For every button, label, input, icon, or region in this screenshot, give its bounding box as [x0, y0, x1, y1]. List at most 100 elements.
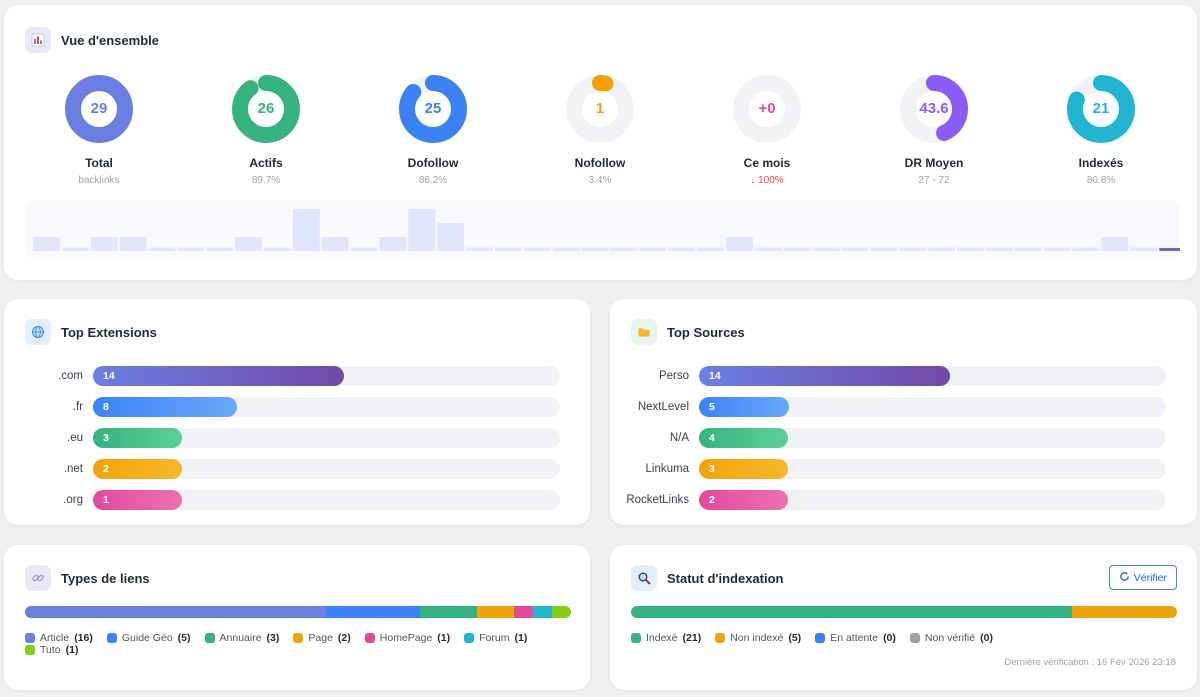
- indexation-stacked-bar: [631, 606, 1177, 618]
- legend-swatch: [293, 633, 304, 643]
- link-types-stacked-bar: [25, 606, 571, 618]
- bar-label: Perso: [658, 369, 689, 382]
- bar-row: .fr 8: [5, 391, 560, 422]
- stat-value: 25: [424, 100, 442, 117]
- bar-fill: 14: [93, 365, 345, 386]
- legend-item: Indexé (21): [631, 632, 701, 644]
- legend-count: (5): [177, 632, 191, 644]
- stack-segment: [552, 606, 571, 618]
- spark-bar: [899, 247, 927, 251]
- spark-bar: [321, 237, 349, 251]
- stat-2: 26 Actifs 89.7%: [201, 74, 331, 186]
- spark-bar: [870, 247, 898, 251]
- legend-count: (1): [437, 632, 451, 644]
- legend-count: (5): [788, 632, 802, 644]
- legend-swatch: [106, 633, 117, 643]
- stat-label: Nofollow: [574, 156, 626, 170]
- bar-row: N/A 4: [611, 422, 1166, 453]
- bar-row: .net 2: [5, 453, 560, 484]
- bar-row: Perso 14: [611, 360, 1166, 391]
- bar-row: .org 1: [5, 484, 560, 515]
- spark-bar: [639, 247, 667, 251]
- bar-row: RocketLinks 2: [611, 484, 1166, 515]
- spark-bar: [408, 209, 436, 251]
- verify-button[interactable]: Vérifier: [1108, 565, 1177, 590]
- bar-row: .com 14: [5, 360, 560, 391]
- stack-segment: [420, 606, 477, 618]
- legend-item: Non vérifié (0): [909, 632, 993, 644]
- legend-swatch: [25, 633, 35, 643]
- stat-ring: 26: [231, 74, 301, 144]
- bar-fill: 4: [699, 427, 788, 448]
- spark-bar: [726, 237, 753, 251]
- bar-value: 8: [103, 400, 109, 413]
- stat-label: Total: [85, 156, 113, 170]
- bar-value: 1: [103, 493, 109, 506]
- ring-progress: [900, 75, 968, 143]
- bar-fill: 1: [93, 489, 182, 510]
- stat-value: +0: [758, 100, 776, 117]
- stack-segment: [476, 606, 515, 618]
- spark-bar: [1101, 237, 1129, 251]
- legend-label: Non vérifié: [924, 632, 976, 644]
- spark-bar: [812, 247, 840, 251]
- link-types-legend: Article (16) Guide Géo (5) Annuaire (3) Page (2…: [25, 632, 590, 656]
- legend-item: Page (2): [293, 632, 351, 644]
- legend-item: Forum (1): [464, 632, 527, 644]
- stat-sub: ↓ 100%: [750, 175, 784, 186]
- spark-bar: [1043, 247, 1071, 251]
- refresh-icon: [1119, 571, 1130, 585]
- stat-ring: +0: [732, 74, 802, 144]
- legend-label: Forum: [479, 632, 510, 644]
- legend-item: Guide Géo (5): [106, 632, 191, 644]
- bar-track: 4: [699, 427, 1166, 448]
- legend-count: (21): [682, 632, 702, 644]
- top-extensions-title: Top Extensions: [61, 324, 157, 340]
- bar-track: 14: [699, 365, 1166, 386]
- legend-label: En attente: [830, 632, 879, 644]
- bar-value: 3: [709, 462, 715, 475]
- verify-button-label: Vérifier: [1133, 571, 1167, 584]
- bar-value: 3: [103, 431, 109, 444]
- bar-value: 14: [709, 369, 721, 382]
- stat-sub: 27 - 72: [918, 175, 950, 186]
- spark-bar: [985, 247, 1013, 251]
- legend-label: Indexé: [646, 632, 678, 644]
- last-check-text: Dernière vérification : 16 Fév 2026 23:1…: [1004, 657, 1176, 668]
- spark-bar: [581, 247, 609, 251]
- stack-segment: [326, 606, 421, 618]
- bar-track: 8: [93, 396, 560, 417]
- stack-segment: [631, 606, 1072, 618]
- top-sources-title: Top Sources: [667, 324, 745, 340]
- spark-bar: [495, 247, 522, 251]
- bar-label: .net: [63, 462, 83, 475]
- stat-3: 25 Dofollow 86.2%: [368, 74, 498, 186]
- legend-count: (0): [883, 632, 896, 644]
- bar-fill: 14: [699, 365, 951, 386]
- bar-track: 1: [93, 489, 560, 510]
- legend-swatch: [909, 633, 920, 643]
- legend-label: Article: [40, 632, 70, 644]
- bar-label: NextLevel: [637, 400, 689, 413]
- legend-item: Non indexé (5): [715, 632, 801, 644]
- indexation-card: Statut d'indexation Vérifier Indexé (21) N…: [610, 545, 1197, 690]
- legend-count: (1): [65, 644, 79, 656]
- bar-fill: 3: [699, 458, 788, 479]
- bar-value: 5: [709, 400, 715, 413]
- spark-bar: [437, 223, 465, 251]
- bar-value: 2: [103, 462, 109, 475]
- legend-item: Annuaire (3): [204, 632, 279, 644]
- bar-label: Linkuma: [645, 462, 689, 475]
- stat-sub: backlinks: [78, 175, 120, 186]
- indexation-legend: Indexé (21) Non indexé (5) En attente (0) Non …: [631, 632, 993, 644]
- spark-bar: [610, 247, 638, 251]
- stat-4: 1 Nofollow 3.4%: [535, 74, 665, 186]
- bar-label: .fr: [72, 400, 83, 413]
- top-extensions-card: Top Extensions .com 14 .fr 8 .eu 3 .net 2 .org 1: [4, 299, 590, 525]
- bar-label: .org: [63, 493, 83, 506]
- top-extensions-header: Top Extensions: [25, 319, 157, 345]
- overview-header: Vue d'ensemble: [25, 27, 159, 53]
- legend-label: Guide Géo: [121, 632, 173, 644]
- legend-swatch: [715, 633, 726, 643]
- spark-bar: [841, 247, 869, 251]
